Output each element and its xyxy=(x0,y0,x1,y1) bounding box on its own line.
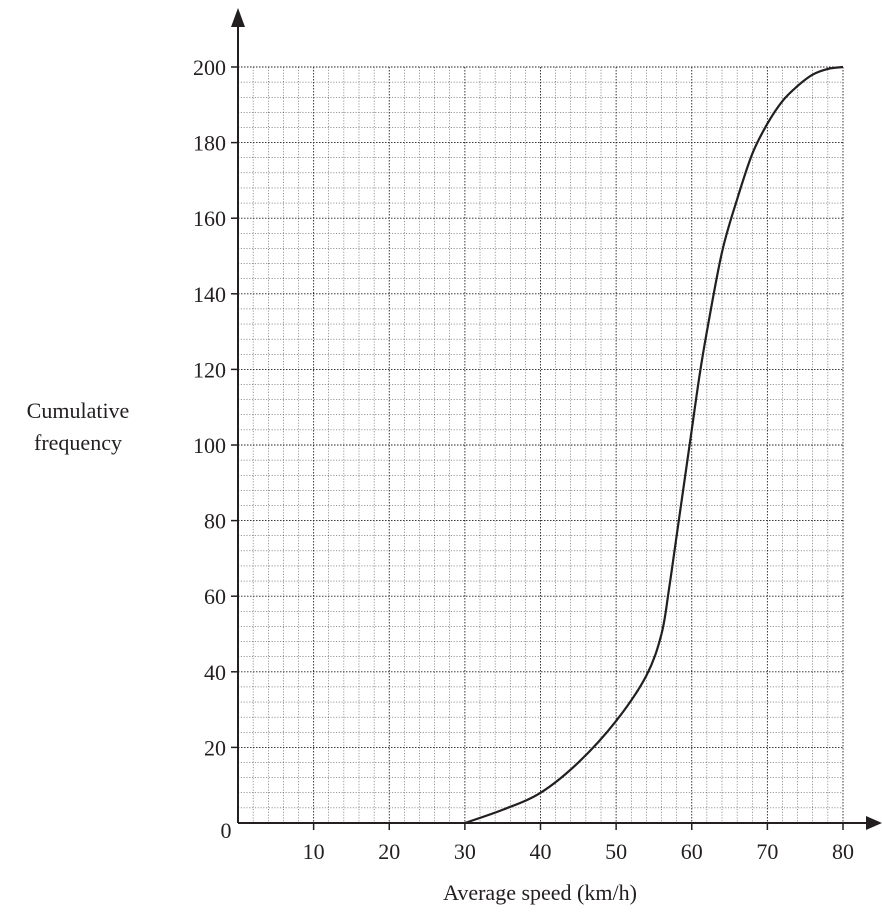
x-tick-label: 40 xyxy=(530,839,552,864)
y-axis-title-line-2: frequency xyxy=(34,430,122,455)
x-tick-label: 50 xyxy=(605,839,627,864)
x-tick-label: 60 xyxy=(681,839,703,864)
y-tick-label: 160 xyxy=(193,206,226,231)
x-tick-label: 70 xyxy=(756,839,778,864)
x-tick-label: 10 xyxy=(303,839,325,864)
x-tick-label: 20 xyxy=(378,839,400,864)
y-tick-label: 60 xyxy=(204,584,226,609)
x-tick-label: 80 xyxy=(832,839,854,864)
y-tick-labels: 20 40 60 80 100 120 140 160 180 200 xyxy=(193,55,238,760)
y-tick-label: 80 xyxy=(204,509,226,534)
x-tick-label: 30 xyxy=(454,839,476,864)
y-tick-label: 200 xyxy=(193,55,226,80)
x-axis-title: Average speed (km/h) xyxy=(443,880,637,905)
y-tick-label: 120 xyxy=(193,357,226,382)
axes xyxy=(231,8,882,830)
y-axis-arrowhead xyxy=(231,8,245,27)
cumulative-frequency-curve xyxy=(464,65,844,825)
y-tick-label: 180 xyxy=(193,131,226,156)
y-tick-label: 100 xyxy=(193,433,226,458)
y-axis-title-line-1: Cumulative xyxy=(27,398,130,423)
curve-layer xyxy=(464,65,844,825)
x-tick-labels: 10 20 30 40 50 60 70 80 xyxy=(303,823,854,864)
x-axis-arrowhead xyxy=(866,816,882,830)
y-tick-label: 140 xyxy=(193,282,226,307)
y-tick-label: 20 xyxy=(204,735,226,760)
origin-label: 0 xyxy=(221,818,232,843)
y-tick-label: 40 xyxy=(204,660,226,685)
major-grid xyxy=(238,66,844,823)
